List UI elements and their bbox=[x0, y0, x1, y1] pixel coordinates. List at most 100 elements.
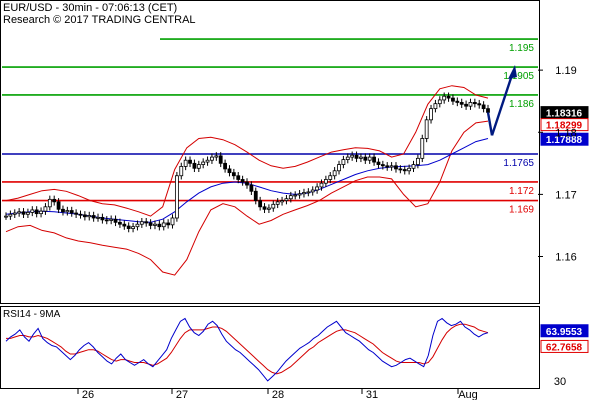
candle-body bbox=[437, 99, 442, 105]
candle-body bbox=[451, 97, 455, 102]
forecast-arrow-stem-2 bbox=[490, 74, 514, 136]
candle-body bbox=[394, 165, 398, 170]
candle-body bbox=[91, 215, 96, 219]
candle-body bbox=[293, 194, 298, 197]
candle-body bbox=[161, 222, 166, 228]
x-tick-label-27: 27 bbox=[176, 389, 188, 400]
price-tick-label-1.17: 1.17 bbox=[555, 189, 576, 201]
price-tick-label-1.16: 1.16 bbox=[555, 252, 576, 264]
candle-body bbox=[337, 164, 341, 172]
level-label-1.169: 1.169 bbox=[509, 205, 534, 216]
candle-body bbox=[74, 212, 79, 215]
rsi-tag-63.9553: 63.9553 bbox=[546, 327, 583, 338]
candle-body bbox=[8, 213, 13, 217]
candle-body bbox=[148, 222, 153, 226]
candle-body bbox=[174, 175, 179, 219]
candle-body bbox=[78, 213, 83, 216]
candle-body bbox=[26, 211, 30, 215]
candle-body bbox=[323, 179, 328, 184]
candle-body bbox=[367, 156, 372, 161]
level-label-1.195: 1.195 bbox=[509, 43, 534, 54]
candle-body bbox=[104, 219, 109, 222]
candle-body bbox=[87, 215, 92, 218]
candle-body bbox=[411, 164, 416, 169]
level-label-1.186: 1.186 bbox=[509, 99, 534, 110]
candle-body bbox=[424, 119, 429, 139]
x-tick-label-31: 31 bbox=[366, 389, 378, 400]
candle-body bbox=[267, 207, 271, 210]
candle-body bbox=[481, 104, 486, 110]
candle-body bbox=[472, 102, 477, 105]
candle-body bbox=[420, 138, 425, 159]
candle-body bbox=[205, 159, 210, 163]
candle-body bbox=[166, 222, 171, 226]
candle-body bbox=[183, 159, 188, 167]
candle-body bbox=[126, 225, 131, 229]
candle-body bbox=[157, 223, 162, 228]
price-tick-label-1.19: 1.19 bbox=[555, 65, 576, 77]
candle-body bbox=[376, 161, 381, 165]
candle-body bbox=[288, 195, 293, 200]
candle-body bbox=[12, 212, 17, 215]
bollinger-lower-line bbox=[5, 120, 489, 276]
candle-body bbox=[380, 164, 385, 167]
rsi-panel-title: RSI14 - 9MA bbox=[3, 309, 61, 320]
price-tag-1.18316: 1.18316 bbox=[546, 109, 583, 120]
rsi-tag-62.7658: 62.7658 bbox=[546, 342, 583, 353]
candle-body bbox=[144, 221, 149, 224]
candle-body bbox=[188, 159, 192, 164]
level-label-1.172: 1.172 bbox=[509, 186, 534, 197]
candle-body bbox=[446, 95, 451, 99]
candle-body bbox=[56, 201, 61, 210]
candle-body bbox=[275, 201, 280, 205]
candle-body bbox=[372, 156, 376, 163]
rsi-panel bbox=[0, 306, 540, 389]
candle-body bbox=[363, 156, 368, 161]
candle-body bbox=[284, 198, 289, 201]
price-tag-1.17888: 1.17888 bbox=[546, 135, 583, 146]
candle-body bbox=[113, 218, 118, 223]
candle-body bbox=[139, 221, 144, 225]
candle-body bbox=[385, 165, 390, 168]
price-panel: 1.195 1.1905 1.186 1.1765 1.172 1.169 bbox=[0, 0, 540, 304]
candle-body bbox=[118, 221, 122, 225]
rsi-ma-line bbox=[6, 323, 489, 375]
candle-body bbox=[402, 169, 407, 172]
candle-body bbox=[192, 162, 197, 169]
candle-body bbox=[468, 102, 473, 107]
candle-body bbox=[223, 162, 227, 170]
price-tick-label-1.18: 1.18 bbox=[555, 127, 576, 139]
candle-body bbox=[442, 95, 447, 101]
candle-body bbox=[17, 211, 22, 214]
x-tick-label-26: 26 bbox=[82, 389, 94, 400]
candle-body bbox=[201, 161, 206, 165]
candle-body bbox=[21, 211, 26, 215]
candle-body bbox=[249, 184, 254, 192]
level-label-1.1905: 1.1905 bbox=[503, 71, 534, 82]
rsi-tag-box-62.7658 bbox=[540, 339, 589, 353]
rsi-panel-frame bbox=[0, 306, 540, 389]
candle-body bbox=[236, 175, 241, 180]
level-label-1.1765: 1.1765 bbox=[503, 158, 534, 169]
candle-body bbox=[345, 156, 350, 160]
candle-body bbox=[47, 198, 52, 208]
candle-body bbox=[407, 167, 412, 172]
candle-body bbox=[43, 206, 48, 212]
candle-body bbox=[297, 193, 302, 196]
candle-body bbox=[210, 156, 214, 161]
candle-body bbox=[459, 102, 464, 105]
candle-body bbox=[341, 159, 346, 165]
bollinger-upper-line bbox=[5, 85, 489, 217]
candle-body bbox=[262, 206, 267, 210]
candle-body bbox=[464, 103, 468, 107]
candle-body bbox=[69, 210, 74, 214]
candle-body bbox=[319, 182, 324, 188]
candle-body bbox=[52, 198, 57, 203]
chart-title: EUR/USD - 30min - 07:06:13 (CET) bbox=[3, 2, 178, 14]
candle-body bbox=[240, 179, 245, 183]
candle-body bbox=[271, 203, 276, 209]
candle-body bbox=[39, 210, 43, 215]
candle-body bbox=[350, 154, 355, 158]
